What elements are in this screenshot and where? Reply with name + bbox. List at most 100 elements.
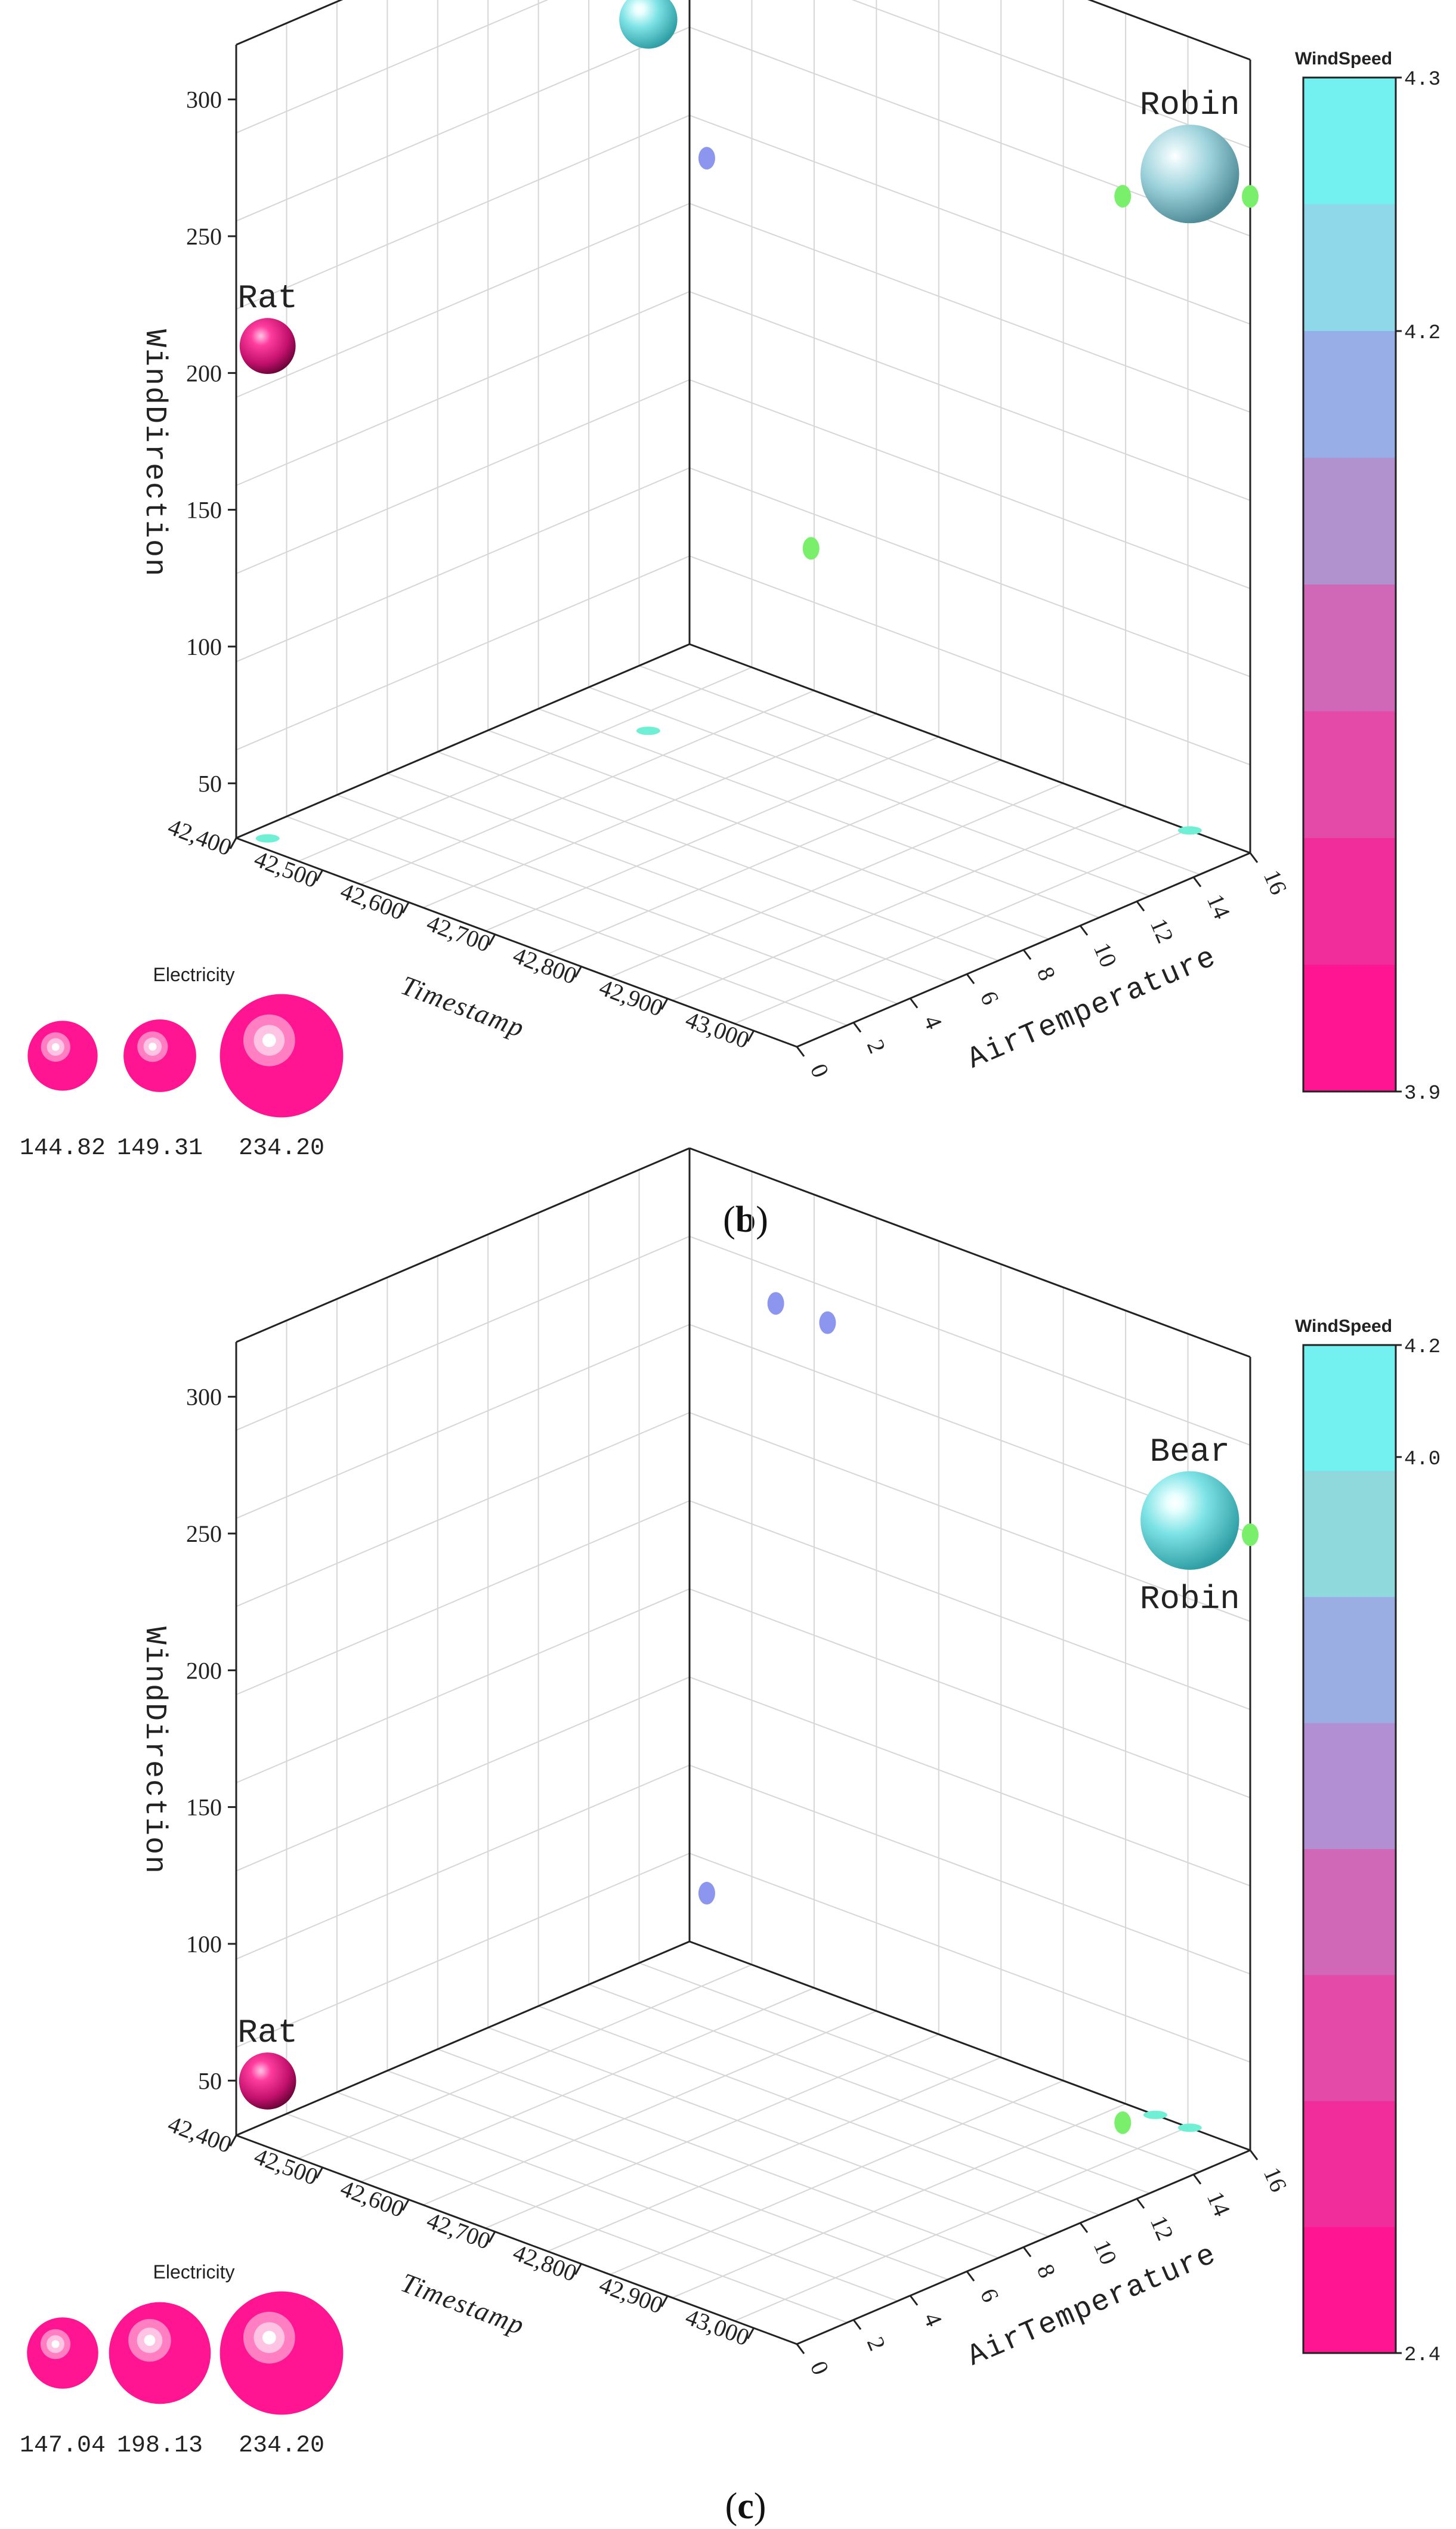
colorbar-segment: [1303, 2227, 1396, 2354]
y-tick-label: 2: [862, 2333, 891, 2354]
x-tick-label: 42,900: [596, 973, 667, 1022]
projection-side-marker: [1114, 2111, 1132, 2134]
floor-gridline: [487, 2027, 1049, 2237]
x-tick-label: 42,800: [509, 2239, 580, 2287]
y-tick-label: 0: [805, 2357, 834, 2379]
colorbar-border: [1302, 76, 1397, 1093]
colorbar-tick-label: 4.2: [1404, 1336, 1440, 1359]
z-tick-label: 150: [186, 497, 222, 524]
floor-gridline: [336, 794, 898, 1004]
projection-side-marker: [1114, 184, 1132, 208]
projection-back-marker: [819, 1311, 836, 1334]
colorbar-title: WindSpeed: [1295, 1316, 1392, 1336]
colorbar-segment: [1303, 204, 1396, 332]
x-tick-mark: [316, 2167, 323, 2179]
floor-gridline: [639, 1962, 1200, 2173]
floor-gridline: [485, 736, 939, 932]
bubble-robin: [1140, 1471, 1239, 1570]
y-tick-mark: [1079, 2222, 1089, 2233]
backwall-gridline: [689, 1853, 1251, 2063]
size-legend-highlight: [262, 1033, 276, 1047]
z-tick-label: 100: [186, 1931, 222, 1958]
projection-floor-marker: [255, 834, 280, 843]
colorbar-border: [1302, 1344, 1397, 2354]
size-legend-value: 144.82: [20, 1135, 106, 1162]
leftwall-gridline: [236, 1588, 690, 1783]
projection-side-marker: [1242, 1523, 1259, 1547]
x-tick-label: 42,800: [509, 941, 580, 990]
size-legend: Electricity 147.04 198.13 234.20: [20, 2261, 344, 2459]
backwall-gridline: [689, 467, 1251, 678]
floor-gridline: [672, 2103, 1126, 2299]
axis-frame-edge: [689, 643, 1251, 854]
caption-letter: c: [737, 2486, 754, 2527]
x-tick-label: 42,400: [165, 813, 236, 861]
backwall-gridline: [689, 1676, 1251, 1887]
x-tick-mark: [574, 966, 582, 978]
z-axis-title: WindDirection: [137, 329, 171, 577]
y-tick-label: 8: [1032, 963, 1061, 984]
projection-back-marker: [698, 1882, 715, 1905]
bubble-rat: [239, 2052, 296, 2110]
y-tick-label: 0: [805, 1060, 834, 1081]
x-tick-label: 42,700: [423, 909, 494, 957]
y-tick-mark: [1192, 2174, 1202, 2185]
floor-gridline: [588, 1984, 1150, 2194]
x-tick-mark: [229, 837, 237, 849]
bubble-bear: [619, 0, 678, 49]
floor-gridline: [422, 713, 877, 908]
x-axis-title: Timestamp: [397, 2267, 529, 2341]
caption-close-paren: ): [754, 2486, 766, 2527]
x-tick-mark: [488, 2231, 496, 2243]
floor-gridline: [639, 665, 1200, 876]
floor-gridline: [387, 2070, 948, 2280]
y-tick-mark: [852, 2319, 862, 2330]
projection-back-marker: [767, 1292, 784, 1315]
leftwall-gridline: [236, 26, 690, 222]
size-legend-highlight: [144, 2335, 156, 2346]
floor-gridline: [336, 2091, 898, 2302]
colorbar-tick-label: 4.3: [1404, 69, 1440, 91]
y-tick-label: 4: [919, 1012, 948, 1033]
colorbar-tick-label: 4.2: [1404, 322, 1440, 345]
bubble-label-robin: Robin: [1140, 1580, 1240, 1618]
x-tick-mark: [660, 998, 669, 1010]
x-tick-mark: [747, 1030, 755, 1042]
floor-gridline: [610, 783, 1064, 978]
axis-frame-edge: [1087, 0, 1251, 61]
leftwall-gridline: [236, 555, 690, 751]
colorbar: WindSpeed 4.2 4.0 2.4: [1295, 1316, 1440, 2367]
x-tick-mark: [747, 2327, 755, 2339]
size-legend-value: 147.04: [20, 2432, 106, 2459]
floor-gridline: [538, 708, 1100, 919]
y-tick-label: 6: [975, 2284, 1004, 2306]
size-legend-value: 234.20: [239, 1135, 324, 1162]
x-tick-mark: [401, 901, 410, 914]
z-tick-label: 200: [186, 360, 222, 387]
size-legend-highlight: [51, 2340, 60, 2348]
floor-gridline: [734, 2126, 1188, 2322]
size-legend-value: 198.13: [117, 2432, 203, 2459]
colorbar-segment: [1303, 1849, 1396, 1975]
projection-floor-marker: [1177, 826, 1202, 835]
caption-close-paren: ): [756, 1199, 768, 1240]
y-tick-mark: [1192, 876, 1202, 888]
floor-gridline: [485, 2033, 939, 2229]
leftwall-gridline: [236, 379, 690, 574]
backwall-gridline: [689, 555, 1251, 766]
floor-gridline: [437, 2048, 999, 2259]
projection-floor-marker: [636, 726, 660, 735]
backwall-gridline: [689, 1235, 1251, 1446]
colorbar-segment: [1303, 585, 1396, 712]
leftwall-gridline: [236, 203, 690, 398]
floor-gridline: [360, 1987, 815, 2182]
floor-gridline: [547, 2057, 1001, 2252]
bubble-label-bear: Bear: [1150, 1433, 1230, 1471]
floor-gridline: [437, 751, 999, 961]
x-tick-label: 43,000: [682, 2303, 753, 2351]
backwall-gridline: [689, 1588, 1251, 1798]
leftwall-gridline: [236, 115, 690, 310]
size-legend-value: 234.20: [239, 2432, 324, 2459]
x-tick-label: 42,700: [423, 2206, 494, 2255]
